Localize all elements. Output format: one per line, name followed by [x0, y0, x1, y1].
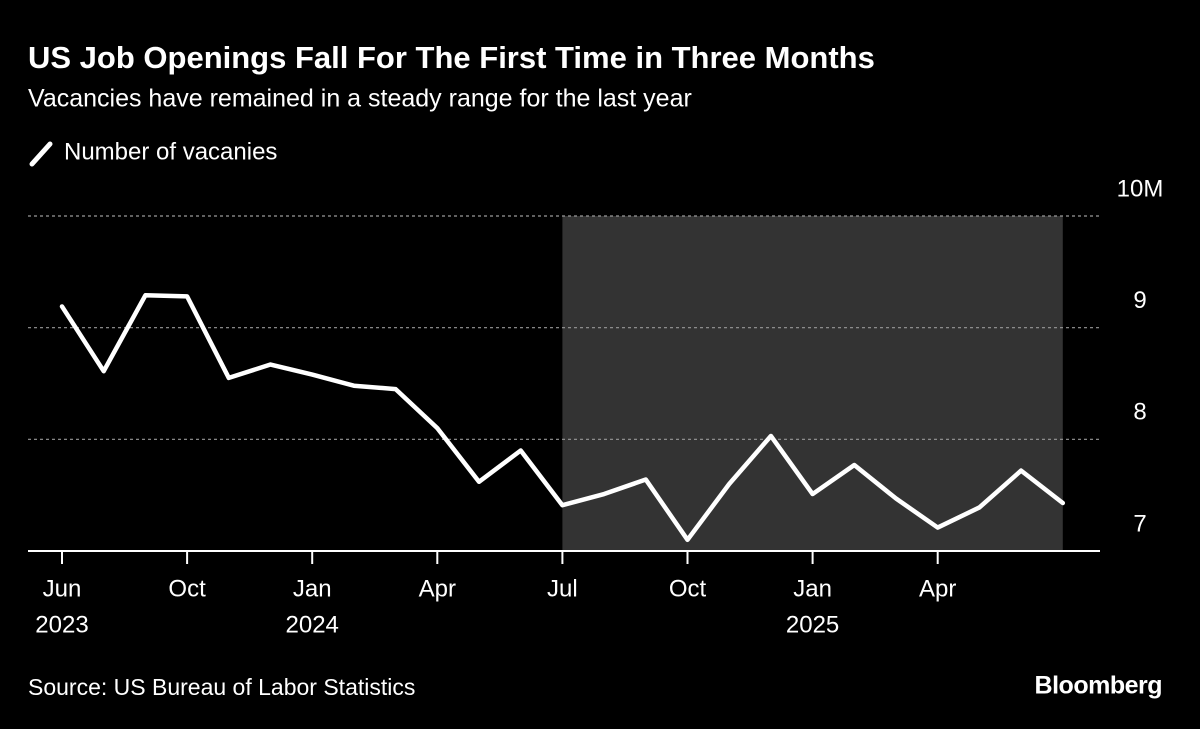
brand: Bloomberg	[1035, 672, 1162, 700]
x-tick-label: Oct	[669, 575, 707, 602]
x-tick-label: Jun	[43, 575, 82, 602]
y-tick-label: 10M	[1117, 175, 1164, 202]
x-year-label: 2025	[786, 611, 839, 638]
x-tick-label: Jul	[547, 575, 578, 602]
y-tick-label: 7	[1133, 510, 1146, 537]
source: Source: US Bureau of Labor Statistics	[28, 674, 415, 700]
x-tick-label: Apr	[419, 575, 456, 602]
legend-label: Number of vacanies	[64, 138, 277, 165]
legend-swatch	[29, 141, 53, 167]
data-line	[59, 293, 1066, 543]
x-year-label: 2024	[286, 611, 339, 638]
chart-title: US Job Openings Fall For The First Time …	[28, 40, 875, 75]
x-tick-label: Jan	[293, 575, 332, 602]
x-tick-label: Jan	[793, 575, 832, 602]
x-tick-label: Apr	[919, 575, 956, 602]
chart-subtitle: Vacancies have remained in a steady rang…	[28, 85, 692, 113]
y-tick-label: 9	[1133, 287, 1146, 314]
x-year-label: 2023	[35, 611, 88, 638]
x-tick-label: Oct	[168, 575, 206, 602]
y-tick-label: 8	[1133, 399, 1146, 426]
